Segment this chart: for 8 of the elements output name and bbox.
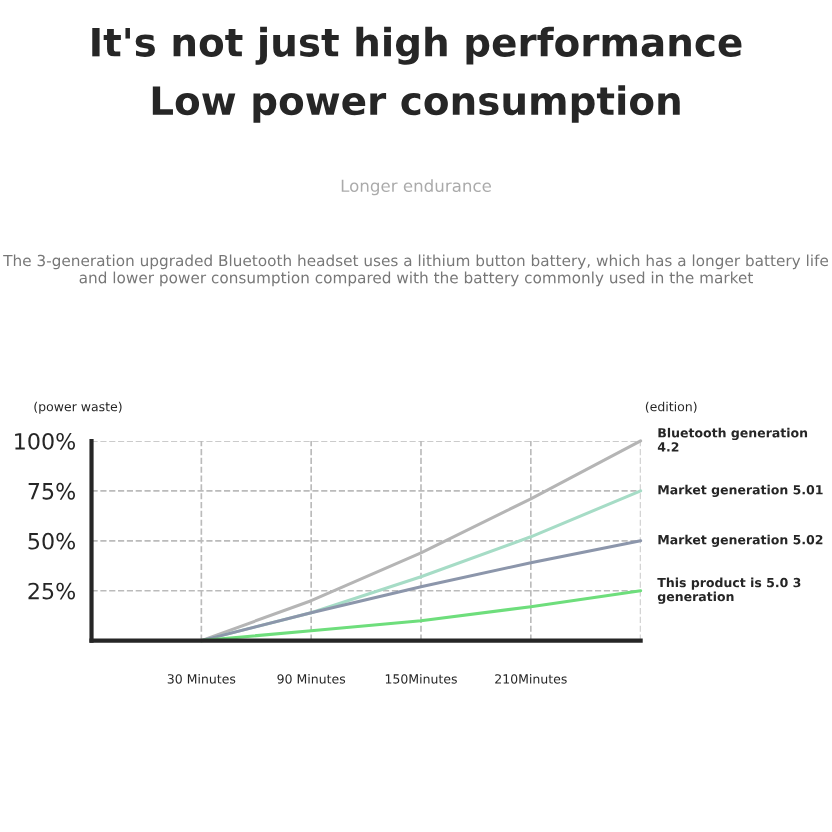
y-tick-label: 100% [15,432,76,450]
chart-subtitle: Low power consumption [152,85,680,123]
y-tick-label: 50% [28,532,76,550]
line-series [199,539,643,643]
text: Longer endurance [341,179,491,196]
y-tick-label: 75% [28,482,76,500]
y-tick-label: 25% [28,582,76,600]
chart-title: It's not just high performance [92,26,742,65]
